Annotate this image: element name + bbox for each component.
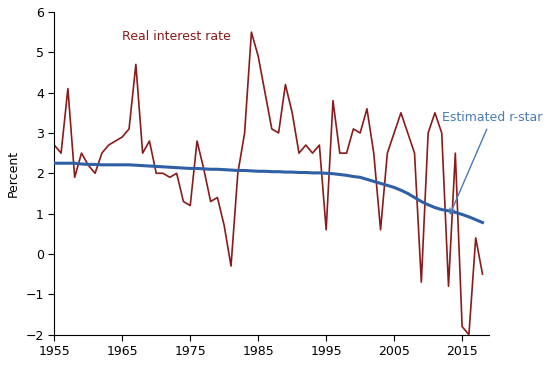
Text: Real interest rate: Real interest rate [122,30,231,43]
Text: Estimated r-star: Estimated r-star [442,111,542,214]
Y-axis label: Percent: Percent [7,150,20,197]
